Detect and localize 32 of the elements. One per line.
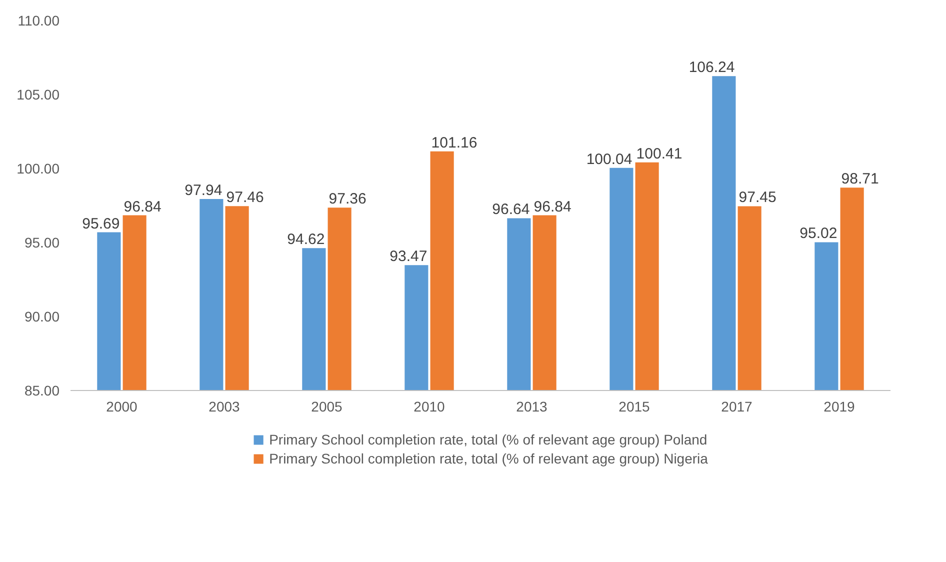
y-tick-label: 100.00 [16, 160, 60, 176]
x-tick-label: 2019 [824, 398, 856, 414]
data-label: 96.84 [124, 198, 162, 216]
legend-label: Primary School completion rate, total (% of relevant age group) Nigeria [269, 450, 708, 466]
y-tick-label: 85.00 [24, 382, 60, 398]
data-label: 95.69 [82, 215, 120, 232]
data-label: 96.64 [492, 201, 530, 218]
data-label: 100.04 [586, 150, 632, 168]
data-label: 100.41 [636, 145, 682, 162]
x-tick-label: 2005 [311, 398, 343, 414]
x-tick-label: 2015 [618, 398, 650, 414]
data-label: 96.84 [534, 198, 572, 216]
data-label: 98.71 [841, 170, 879, 188]
data-label: 97.46 [226, 189, 264, 206]
legend-label: Primary School completion rate, total (% of relevant age group) Poland [269, 432, 708, 448]
x-tick-label: 2000 [106, 398, 138, 414]
data-label: 106.24 [688, 59, 735, 76]
y-tick-label: 105.00 [16, 86, 60, 102]
x-tick-label: 2010 [414, 398, 446, 414]
x-tick-label: 2003 [208, 398, 240, 414]
data-label: 93.47 [390, 248, 428, 266]
data-label: 95.02 [800, 225, 838, 242]
data-label: 97.36 [328, 190, 366, 208]
data-label: 101.16 [431, 134, 478, 152]
y-tick-label: 95.00 [24, 234, 60, 250]
y-tick-label: 110.00 [18, 12, 60, 28]
data-label: 97.94 [184, 182, 222, 199]
data-label: 94.62 [287, 231, 325, 248]
x-tick-label: 2017 [721, 398, 753, 414]
data-label: 97.45 [738, 189, 776, 206]
x-tick-label: 2013 [516, 398, 548, 414]
y-tick-label: 90.00 [24, 308, 60, 324]
